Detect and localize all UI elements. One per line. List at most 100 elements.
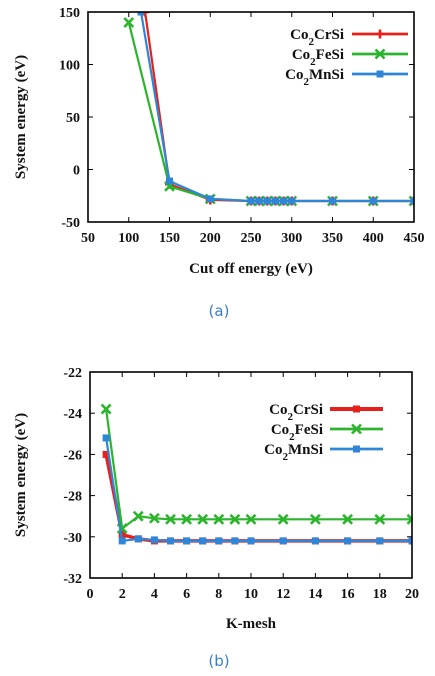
- data-point: [197, 513, 209, 525]
- x-tick-label: 4: [151, 587, 158, 602]
- x-tick-label: 400: [363, 231, 384, 246]
- series-line-co2mnsi: [105, 437, 412, 543]
- data-point: [277, 513, 289, 525]
- x-tick-label: 150: [159, 231, 180, 246]
- data-point: [408, 537, 412, 545]
- y-tick-label: 100: [59, 59, 80, 74]
- figure-caption: (b): [208, 652, 229, 670]
- y-tick-label: -24: [63, 407, 82, 422]
- data-point: [166, 177, 173, 185]
- x-tick-label: 50: [81, 231, 95, 246]
- data-point: [247, 197, 255, 205]
- x-tick-label: 200: [200, 231, 221, 246]
- data-point: [406, 513, 412, 525]
- data-point: [280, 197, 288, 205]
- data-point: [181, 513, 193, 525]
- legend-label: Co2CrSi: [269, 402, 323, 423]
- y-tick-label: -32: [63, 572, 82, 587]
- y-tick-label: 150: [59, 6, 80, 21]
- x-tick-label: 100: [118, 231, 139, 246]
- data-layer: [123, 12, 414, 207]
- data-point: [183, 537, 191, 545]
- data-point: [279, 537, 287, 545]
- x-tick-label: 16: [341, 587, 355, 602]
- data-point: [410, 197, 414, 205]
- series-line-co2crsi: [144, 12, 414, 203]
- data-point: [374, 513, 386, 525]
- series-line-co2mnsi: [139, 12, 414, 203]
- chart-panel: 50 100 150 200 250 300 350 400 450 -50 0 50 100 150 Co…: [13, 6, 425, 320]
- x-axis-label: Cut off energy (eV): [189, 261, 313, 277]
- x-tick-label: 350: [322, 231, 343, 246]
- x-tick-label: 10: [244, 587, 258, 602]
- data-point: [245, 513, 257, 525]
- data-point: [215, 537, 223, 545]
- data-point: [376, 70, 384, 78]
- x-tick-label: 12: [276, 587, 290, 602]
- legend-label: Co2CrSi: [290, 27, 344, 48]
- y-axis-label: System energy (eV): [13, 413, 29, 537]
- x-tick-label: 8: [215, 587, 222, 602]
- series-line-co2fesi: [105, 408, 412, 530]
- legend-label: Co2FeSi: [292, 47, 344, 68]
- data-point: [231, 537, 239, 545]
- data-point: [137, 12, 145, 16]
- x-tick-label: 250: [241, 231, 262, 246]
- data-point: [229, 513, 241, 525]
- plot-frame: [87, 11, 415, 223]
- x-tick-label: 18: [373, 587, 387, 602]
- x-tick-label: 6: [183, 587, 190, 602]
- figure-caption: (a): [209, 302, 230, 320]
- x-axis-label: K-mesh: [226, 616, 277, 632]
- data-point: [309, 513, 321, 525]
- x-tick-label: 20: [405, 587, 419, 602]
- data-point: [118, 537, 126, 545]
- data-point: [353, 405, 360, 413]
- data-point: [150, 536, 158, 544]
- data-layer: [100, 403, 412, 545]
- data-point: [311, 537, 319, 545]
- x-tick-label: 2: [119, 587, 126, 602]
- y-tick-label: -26: [63, 448, 82, 463]
- y-tick-label: -30: [63, 531, 82, 546]
- data-point: [199, 537, 207, 545]
- y-tick-label: 50: [66, 111, 80, 126]
- data-point: [165, 513, 176, 525]
- y-tick-label: -50: [61, 216, 80, 231]
- y-tick-label: -28: [63, 490, 82, 505]
- data-point: [148, 512, 160, 524]
- data-point: [288, 197, 296, 205]
- data-point: [167, 537, 174, 545]
- data-point: [342, 513, 354, 525]
- data-point: [255, 197, 263, 205]
- x-tick-label: 14: [308, 587, 322, 602]
- legend-label: Co2FeSi: [271, 422, 323, 443]
- series-line-co2crsi: [104, 454, 412, 543]
- y-tick-label: -22: [63, 366, 82, 381]
- data-point: [271, 197, 279, 205]
- data-point: [375, 29, 385, 39]
- data-point: [134, 535, 142, 543]
- data-point: [329, 197, 336, 205]
- data-point: [376, 537, 384, 545]
- data-point: [100, 403, 112, 415]
- data-point: [353, 445, 360, 453]
- plot-frame: [89, 371, 413, 579]
- data-point: [263, 197, 271, 205]
- y-tick-label: 0: [73, 164, 80, 179]
- data-point: [132, 510, 144, 522]
- data-point: [369, 197, 377, 205]
- series-line-co2fesi: [127, 22, 414, 203]
- y-axis-label: System energy (eV): [13, 55, 29, 179]
- data-point: [102, 450, 110, 458]
- data-point: [206, 195, 214, 203]
- data-point: [140, 12, 150, 17]
- legend-label: Co2MnSi: [285, 67, 344, 88]
- data-point: [351, 423, 362, 435]
- x-tick-label: 0: [87, 587, 94, 602]
- data-point: [344, 537, 352, 545]
- chart-panel: 0 2 4 6 8 10 12 14 16 18 20 -32 -30 -28 -26 -24 -22 Co2Cr…: [13, 366, 419, 670]
